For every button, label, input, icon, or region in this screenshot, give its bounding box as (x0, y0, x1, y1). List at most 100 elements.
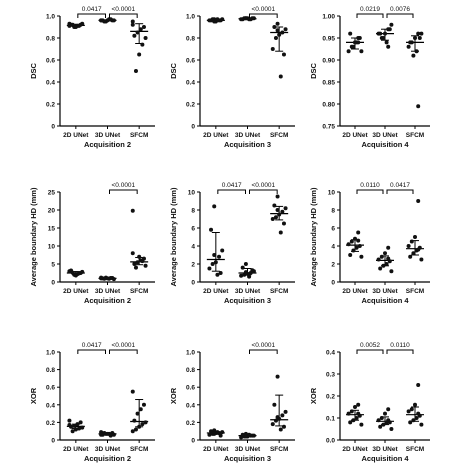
data-point (348, 31, 353, 36)
y-tick-label: 0 (191, 280, 195, 287)
p-value-label: 0.0417 (390, 182, 410, 189)
data-point (78, 420, 83, 425)
data-point (137, 254, 142, 259)
y-tick-label: 0 (331, 280, 335, 287)
data-point (408, 40, 413, 45)
data-point (247, 274, 252, 279)
significance-bracket (249, 13, 278, 18)
y-tick-label: 10 (48, 244, 56, 251)
x-axis-title: Acquisition 2 (84, 140, 131, 149)
data-point (416, 104, 421, 109)
p-value-label: <0.0001 (111, 6, 135, 13)
data-point (278, 427, 283, 432)
data-point (135, 260, 140, 265)
data-point (75, 422, 80, 427)
y-tick-label: 15 (48, 226, 56, 233)
data-point (80, 21, 85, 26)
data-point (275, 194, 280, 199)
x-tick-label: SFCM (130, 446, 148, 453)
y-tick-label: 0 (191, 124, 195, 131)
data-point (416, 199, 421, 203)
data-point (411, 53, 416, 58)
x-axis-title: Acquisition 4 (361, 454, 409, 463)
p-value-label: <0.0001 (251, 182, 275, 189)
data-point (135, 411, 140, 416)
data-point (130, 22, 135, 27)
y-tick-label: 0.8 (186, 367, 195, 374)
data-point (353, 236, 357, 241)
y-tick-label: 0.2 (326, 394, 335, 401)
data-point (105, 18, 110, 23)
data-point (209, 227, 214, 232)
data-point (387, 27, 392, 32)
data-point (212, 19, 217, 24)
y-tick-label: 0.80 (322, 102, 335, 109)
data-point (386, 256, 391, 261)
x-tick-label: 3D UNet (95, 132, 121, 139)
x-axis-title: Acquisition 4 (361, 140, 409, 149)
data-point (359, 422, 364, 427)
data-point (130, 429, 135, 434)
x-tick-label: SFCM (406, 132, 424, 139)
data-point (357, 244, 362, 248)
data-point (80, 425, 85, 430)
y-tick-label: 8 (331, 208, 335, 215)
data-point (137, 424, 142, 429)
y-tick-label: 0.8 (46, 36, 55, 43)
data-point (99, 432, 104, 437)
y-tick-label: 1.0 (186, 14, 195, 21)
data-point (250, 433, 255, 438)
data-point (384, 262, 389, 266)
p-value-label: 0.0052 (360, 342, 380, 349)
x-axis-title: Acquisition 3 (224, 140, 271, 149)
y-tick-label: 1.0 (186, 350, 195, 357)
data-point (72, 423, 77, 428)
y-tick-label: 0.4 (326, 350, 335, 357)
data-point (275, 374, 280, 379)
data-point (408, 420, 413, 425)
data-point (381, 422, 386, 427)
y-tick-label: 8 (191, 208, 195, 215)
p-value-label: <0.0001 (251, 6, 275, 13)
data-point (108, 433, 113, 438)
data-point (354, 245, 359, 250)
x-tick-label: 2D UNet (203, 132, 229, 139)
significance-bracket (386, 189, 414, 194)
data-point (67, 23, 72, 28)
x-tick-label: 3D UNet (372, 288, 398, 295)
data-point (280, 413, 285, 418)
x-tick-label: 2D UNet (63, 132, 89, 139)
data-point (346, 49, 351, 54)
data-point (411, 418, 416, 423)
data-point (414, 49, 419, 54)
y-tick-label: 0.8 (46, 367, 55, 374)
data-point (70, 429, 75, 434)
significance-bracket (356, 349, 384, 354)
y-tick-label: 2 (191, 262, 195, 269)
y-tick-label: 0.2 (186, 102, 195, 109)
significance-bracket (109, 349, 138, 354)
data-point (247, 432, 252, 437)
data-point (275, 21, 280, 26)
p-value-label: <0.0001 (111, 342, 135, 349)
data-point (212, 253, 217, 257)
x-tick-label: SFCM (270, 288, 288, 295)
data-point (409, 239, 414, 244)
p-value-label: 0.0110 (360, 182, 380, 189)
data-point (132, 33, 137, 38)
data-point (356, 411, 361, 416)
data-point (417, 36, 422, 40)
data-point (135, 30, 140, 35)
p-value-label: 0.0417 (82, 6, 102, 13)
data-point (141, 402, 146, 407)
data-point (416, 411, 421, 416)
data-point (243, 16, 248, 21)
y-tick-label: 4 (331, 244, 335, 251)
x-tick-label: 2D UNet (342, 288, 368, 295)
data-point (250, 16, 255, 21)
data-point (376, 257, 381, 262)
y-tick-label: 0 (51, 280, 55, 287)
x-tick-label: 2D UNet (203, 288, 229, 295)
y-tick-label: 0.2 (186, 420, 195, 427)
y-tick-label: 0.0 (326, 438, 335, 445)
